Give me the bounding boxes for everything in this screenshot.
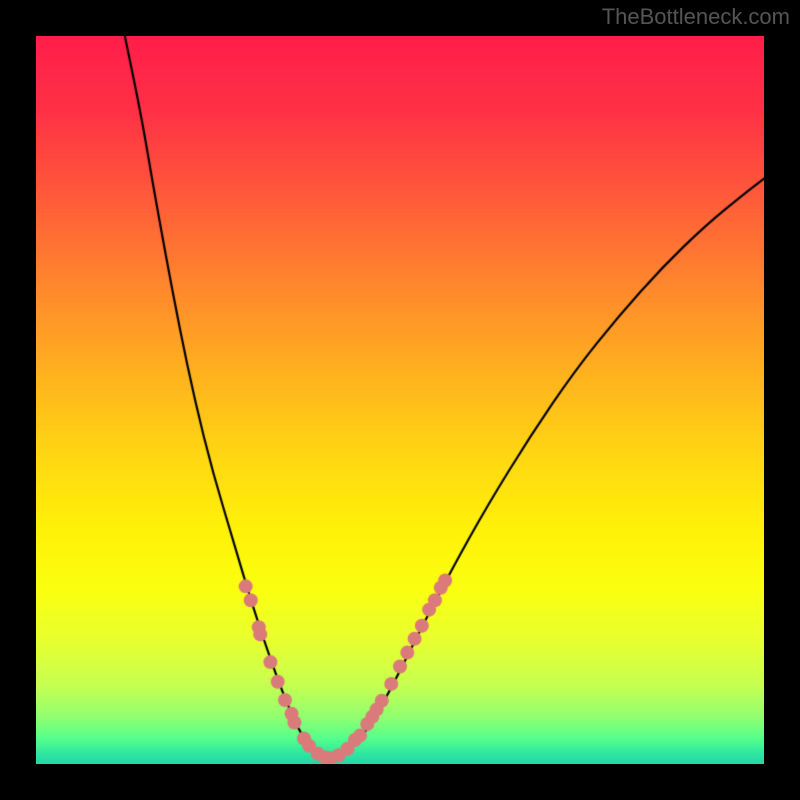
bottleneck-curve (36, 36, 764, 764)
plot-area (36, 36, 764, 764)
watermark-text: TheBottleneck.com (602, 4, 790, 30)
